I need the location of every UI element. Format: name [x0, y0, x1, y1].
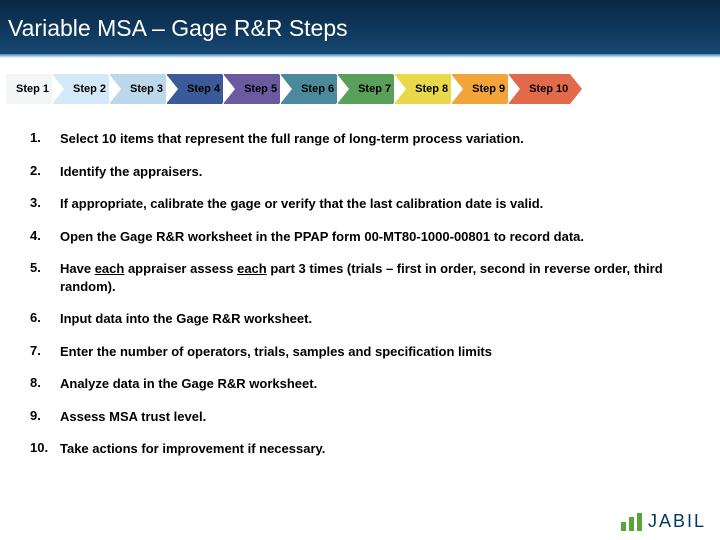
step-text: Select 10 items that represent the full …	[60, 130, 524, 148]
step-number: 1.	[30, 130, 60, 145]
chevron-label: Step 10	[529, 83, 568, 95]
chevron-label: Step 5	[244, 83, 277, 95]
step-text: Input data into the Gage R&R worksheet.	[60, 310, 312, 328]
step-chevron-10: Step 10	[509, 74, 582, 104]
chevron-label: Step 2	[73, 83, 106, 95]
step-text: Analyze data in the Gage R&R worksheet.	[60, 375, 317, 393]
step-text: Have each appraiser assess each part 3 t…	[60, 260, 706, 295]
chevron-label: Step 4	[187, 83, 220, 95]
step-list-item: 2.Identify the appraisers.	[30, 163, 706, 181]
logo-bars-icon	[621, 513, 642, 531]
step-chevron-row: Step 1 Step 2 Step 3 Step 4 Step 5 Step 6 Step…	[0, 72, 720, 106]
step-text: Enter the number of operators, trials, s…	[60, 343, 492, 361]
step-number: 5.	[30, 260, 60, 275]
step-list-item: 9.Assess MSA trust level.	[30, 408, 706, 426]
step-list-item: 6.Input data into the Gage R&R worksheet…	[30, 310, 706, 328]
step-number: 10.	[30, 440, 60, 455]
step-number: 2.	[30, 163, 60, 178]
step-list-item: 3.If appropriate, calibrate the gage or …	[30, 195, 706, 213]
step-number: 3.	[30, 195, 60, 210]
step-text: If appropriate, calibrate the gage or ve…	[60, 195, 543, 213]
step-list-item: 4.Open the Gage R&R worksheet in the PPA…	[30, 228, 706, 246]
step-number: 4.	[30, 228, 60, 243]
step-list: 1.Select 10 items that represent the ful…	[0, 130, 720, 458]
step-number: 7.	[30, 343, 60, 358]
step-list-item: 10.Take actions for improvement if neces…	[30, 440, 706, 458]
chevron-label: Step 3	[130, 83, 163, 95]
logo-text: JABIL	[648, 511, 706, 532]
step-list-item: 8.Analyze data in the Gage R&R worksheet…	[30, 375, 706, 393]
step-list-item: 7.Enter the number of operators, trials,…	[30, 343, 706, 361]
step-text: Identify the appraisers.	[60, 163, 202, 181]
step-number: 8.	[30, 375, 60, 390]
slide-title: Variable MSA – Gage R&R Steps	[8, 15, 348, 42]
step-number: 9.	[30, 408, 60, 423]
jabil-logo: JABIL	[621, 511, 706, 532]
slide-header: Variable MSA – Gage R&R Steps	[0, 0, 720, 56]
step-text: Open the Gage R&R worksheet in the PPAP …	[60, 228, 584, 246]
step-number: 6.	[30, 310, 60, 325]
step-list-item: 1.Select 10 items that represent the ful…	[30, 130, 706, 148]
step-text: Take actions for improvement if necessar…	[60, 440, 325, 458]
chevron-label: Step 8	[415, 83, 448, 95]
chevron-label: Step 6	[301, 83, 334, 95]
chevron-label: Step 7	[358, 83, 391, 95]
step-text: Assess MSA trust level.	[60, 408, 206, 426]
chevron-label: Step 1	[16, 83, 49, 95]
chevron-label: Step 9	[472, 83, 505, 95]
step-list-item: 5.Have each appraiser assess each part 3…	[30, 260, 706, 295]
